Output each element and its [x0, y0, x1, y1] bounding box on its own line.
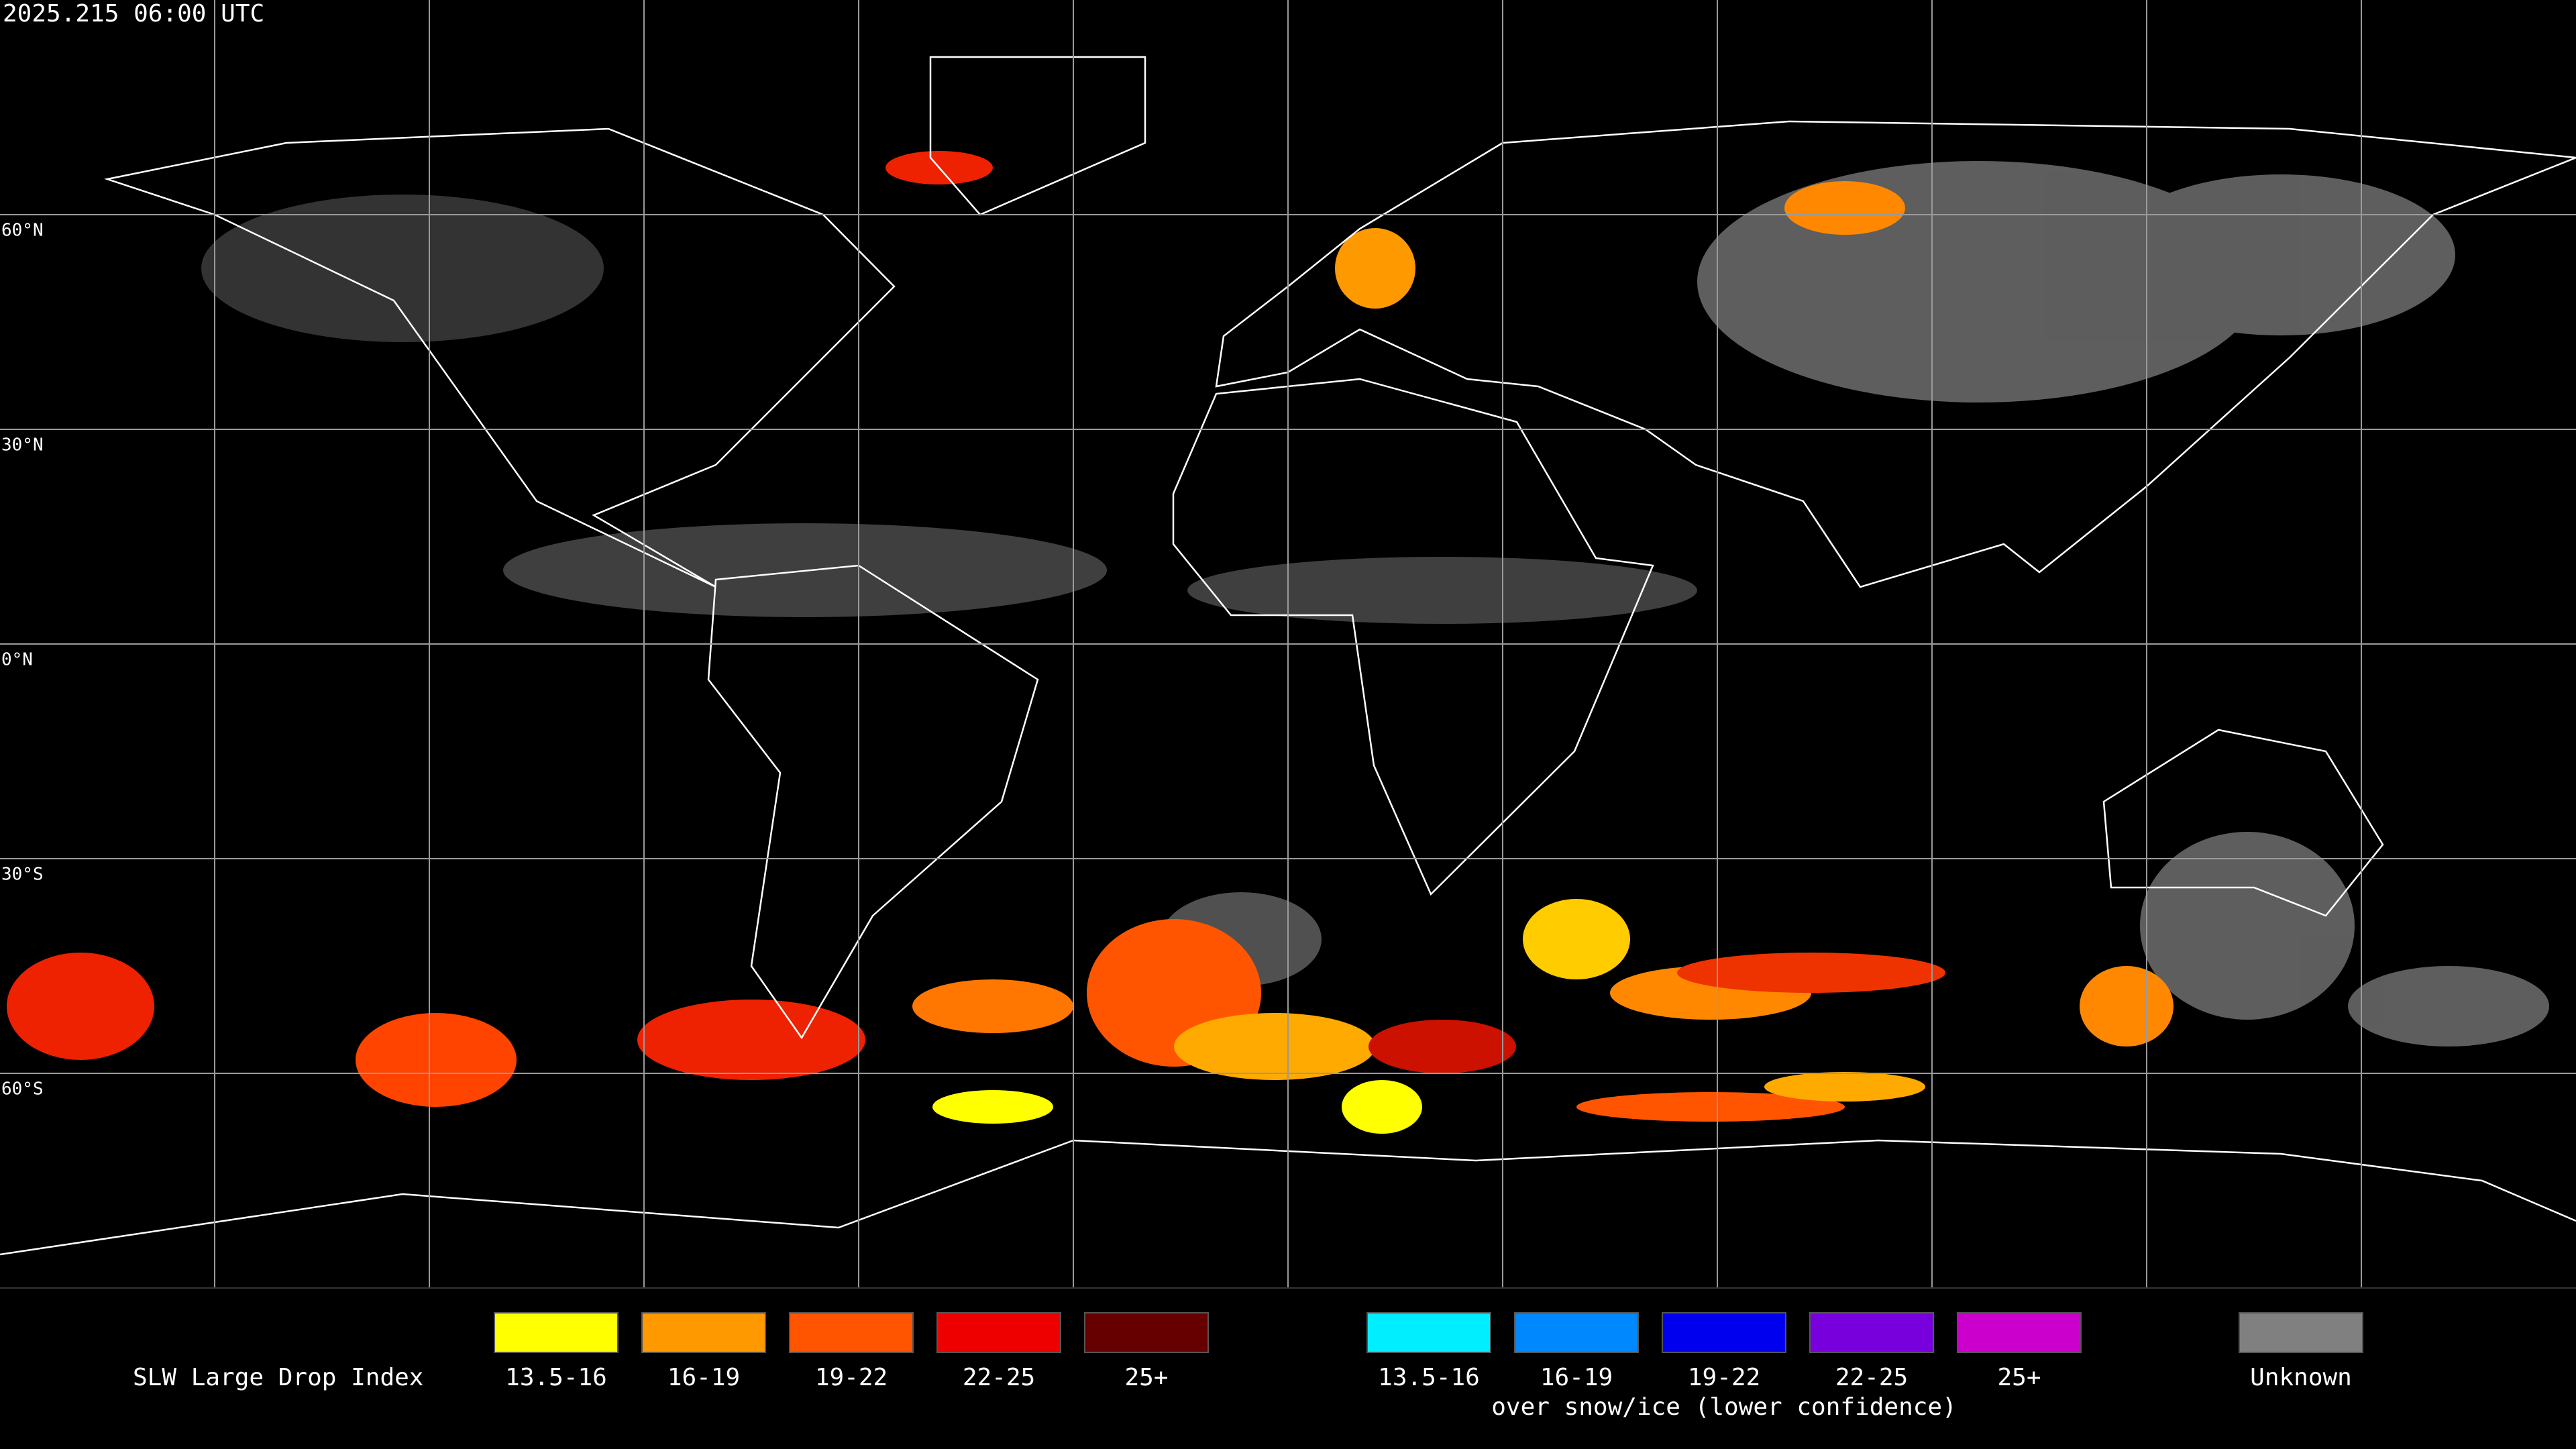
- legend-swatch: [1809, 1312, 1934, 1353]
- cloud-patch: [2106, 174, 2455, 335]
- slw-patch: [1784, 181, 1905, 235]
- coastlines: [0, 56, 2576, 1256]
- slw-patch: [912, 979, 1073, 1033]
- latitude-label: 0°N: [1, 650, 33, 670]
- coastline: [707, 564, 1039, 1040]
- cloud-patch: [2140, 832, 2355, 1020]
- slw-patch: [356, 1013, 517, 1107]
- graticule: 60°N 30°N 0°N 30°S 60°S: [0, 0, 2576, 1288]
- legend-swatch: [2239, 1312, 2363, 1353]
- legend-label: 13.5-16: [505, 1364, 607, 1391]
- cloud-patch: [201, 195, 604, 342]
- slw-patch: [1335, 228, 1415, 309]
- slw-patch: [1174, 1013, 1375, 1080]
- slw-patch: [7, 953, 154, 1060]
- slw-patch: [1523, 899, 1630, 979]
- legend-note: over snow/ice (lower confidence): [1491, 1393, 1957, 1421]
- slw-patch: [1764, 1072, 1925, 1102]
- coastline: [104, 127, 896, 588]
- legend-label: Unknown: [2250, 1364, 2352, 1391]
- legend-swatch: [936, 1312, 1061, 1353]
- legend-label: 22-25: [1835, 1364, 1908, 1391]
- latitude-label: 60°S: [1, 1079, 44, 1099]
- legend-swatch: [1662, 1312, 1786, 1353]
- legend-label: 16-19: [667, 1364, 740, 1391]
- legend-label: 19-22: [815, 1364, 888, 1391]
- cloud-patch: [2348, 966, 2549, 1046]
- slw-patch: [637, 1000, 865, 1080]
- slw-patch: [1677, 953, 1945, 993]
- legend-swatch: [1514, 1312, 1639, 1353]
- slw-patch: [1368, 1020, 1516, 1073]
- legend-label: 19-22: [1688, 1364, 1760, 1391]
- legend-label: 13.5-16: [1378, 1364, 1480, 1391]
- slw-patch: [1342, 1080, 1422, 1134]
- latitude-label: 60°N: [1, 221, 44, 241]
- slw-patch: [2080, 966, 2174, 1046]
- legend: SLW Large Drop Index 13.5-16 16-19 19-22 22-…: [133, 1312, 2363, 1421]
- legend-swatch: [494, 1312, 619, 1353]
- slw-patch: [1576, 1092, 1845, 1122]
- legend-swatch: [1957, 1312, 2082, 1353]
- legend-label: 22-25: [963, 1364, 1035, 1391]
- coastline: [0, 1139, 2576, 1256]
- coastline: [2102, 729, 2384, 917]
- legend-label: 25+: [1997, 1364, 2041, 1391]
- legend-label: 25+: [1124, 1364, 1168, 1391]
- latitude-label: 30°N: [1, 435, 44, 455]
- coastline: [1172, 378, 1654, 896]
- legend-swatch: [789, 1312, 914, 1353]
- legend-title: SLW Large Drop Index: [133, 1364, 423, 1391]
- slw-field: [7, 151, 2174, 1134]
- slw-patch: [932, 1090, 1053, 1124]
- cloud-patch: [1187, 557, 1697, 624]
- legend-swatch: [641, 1312, 766, 1353]
- latitude-label: 30°S: [1, 865, 44, 885]
- coastline: [929, 56, 1146, 216]
- timestamp: 2025.215 06:00 UTC: [3, 0, 264, 28]
- legend-swatch: [1084, 1312, 1209, 1353]
- legend-swatch: [1366, 1312, 1491, 1353]
- legend-label: 16-19: [1540, 1364, 1613, 1391]
